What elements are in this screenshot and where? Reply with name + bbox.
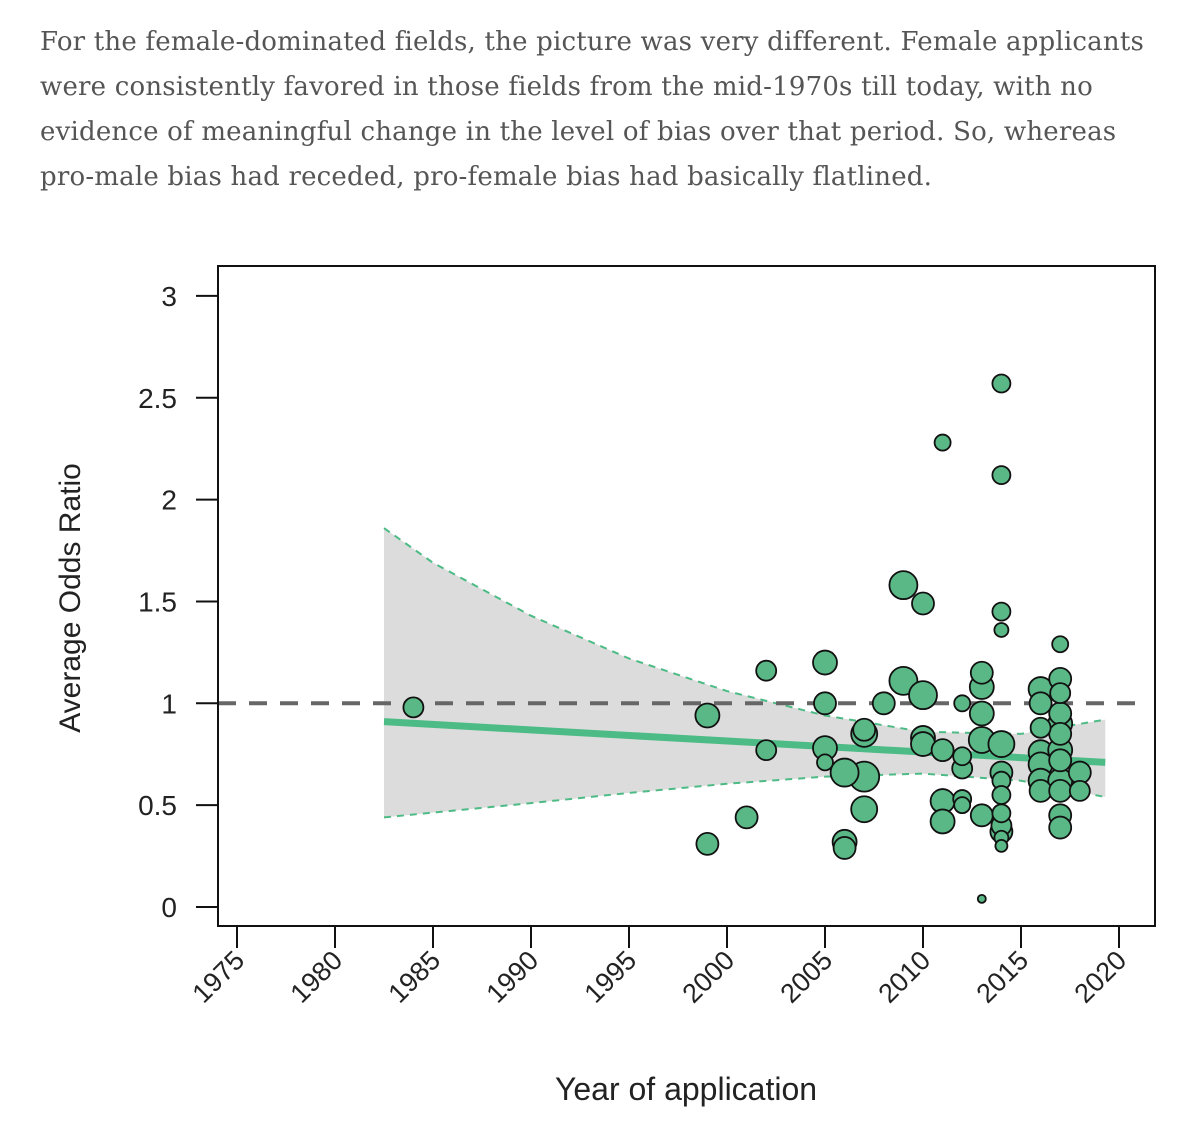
data-point <box>734 805 759 830</box>
data-point <box>1048 778 1073 803</box>
data-point <box>987 730 1016 758</box>
data-point <box>991 803 1012 824</box>
data-point <box>991 601 1012 622</box>
data-point <box>991 465 1012 486</box>
data-point <box>402 696 425 719</box>
data-point <box>1029 716 1052 739</box>
x-tick-label: 2020 <box>1069 945 1133 1009</box>
x-tick-label: 2015 <box>971 945 1035 1009</box>
y-axis-label: Average Odds Ratio <box>54 463 87 733</box>
x-tick-label: 2005 <box>775 945 839 1009</box>
data-point <box>969 660 994 685</box>
data-point <box>755 739 778 762</box>
data-point <box>1048 748 1073 773</box>
y-tick-label: 2 <box>161 485 177 516</box>
x-tick-label: 1985 <box>383 945 447 1009</box>
data-point <box>933 433 952 452</box>
article-paragraph: For the female-dominated fields, the pic… <box>40 27 1145 192</box>
data-point <box>969 803 994 828</box>
data-point <box>994 838 1009 853</box>
data-point <box>871 691 896 716</box>
ci-upper-line <box>383 527 1106 735</box>
data-point <box>929 808 956 835</box>
data-point <box>1068 779 1091 802</box>
data-point <box>1048 701 1073 726</box>
data-point <box>1048 815 1073 840</box>
y-tick-label: 2.5 <box>138 383 177 414</box>
data-point <box>832 836 857 860</box>
data-point <box>930 738 955 763</box>
data-point <box>852 717 877 742</box>
data-point <box>812 649 838 676</box>
y-tick-label: 0.5 <box>138 790 177 821</box>
y-tick-label: 1.5 <box>138 586 177 617</box>
x-axis-label: Year of application <box>555 1071 817 1107</box>
ci-lower-line <box>383 772 1106 819</box>
y-tick-label: 1 <box>161 688 177 719</box>
x-tick-label: 2000 <box>677 945 741 1009</box>
data-point <box>755 659 778 682</box>
data-point <box>695 831 720 856</box>
data-point <box>813 691 837 716</box>
points-layer <box>402 373 1092 904</box>
data-point <box>888 570 919 601</box>
data-point <box>991 373 1012 394</box>
data-point <box>911 591 935 616</box>
data-point <box>952 746 973 767</box>
y-tick-label: 3 <box>161 281 177 312</box>
data-point <box>993 622 1010 638</box>
data-point <box>694 702 721 729</box>
y-tick-label: 0 <box>161 892 177 923</box>
data-point <box>850 795 879 824</box>
lines-layer <box>218 701 1140 766</box>
x-tick-label: 2010 <box>873 945 937 1009</box>
data-point <box>1028 778 1053 803</box>
data-point <box>829 757 860 788</box>
plot-frame <box>217 265 1156 927</box>
trend-line <box>383 718 1106 766</box>
data-point <box>1028 691 1053 716</box>
data-point <box>908 680 938 711</box>
data-point <box>953 796 972 815</box>
data-point <box>816 753 834 772</box>
data-point <box>1048 721 1073 746</box>
x-tick-label: 1975 <box>187 945 251 1009</box>
data-point <box>1051 635 1070 654</box>
x-tick-label: 1990 <box>481 945 545 1009</box>
x-tick-label: 1995 <box>579 945 643 1009</box>
data-point <box>953 694 972 713</box>
x-tick-label: 1980 <box>285 945 349 1009</box>
data-point <box>1049 682 1072 705</box>
data-point <box>976 893 987 904</box>
data-point <box>968 700 995 727</box>
data-point <box>991 785 1012 805</box>
